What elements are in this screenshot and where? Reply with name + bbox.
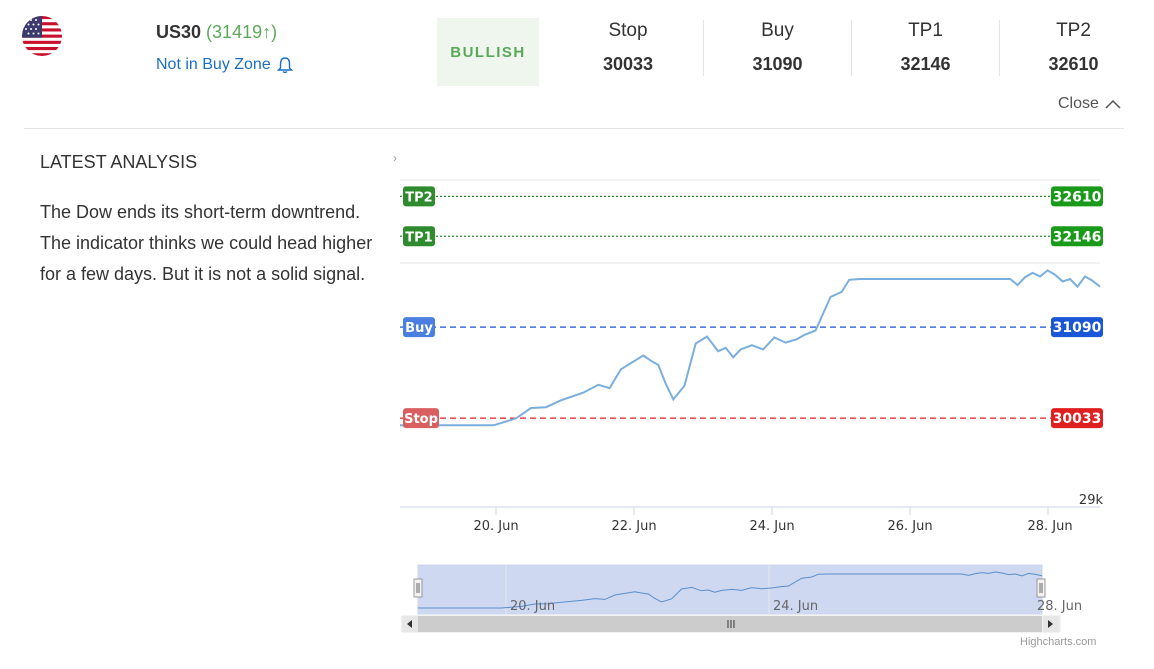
highcharts-credit[interactable]: Highcharts.com [1020, 636, 1097, 648]
y-tick-label: 29k [1079, 493, 1104, 508]
price-chart: 29k TP2 TP1 Buy Stop 32610 32146 [400, 179, 1104, 633]
navigator-left-handle[interactable] [413, 578, 423, 598]
level-tp2: TP2 32610 [999, 20, 1147, 76]
tp2-value-text: 32610 [1053, 189, 1102, 205]
us-flag-icon [22, 16, 62, 56]
level-stop: Stop 30033 [554, 20, 702, 76]
level-label: Stop [608, 20, 648, 41]
ticker: US30 (31419↑) [156, 22, 277, 43]
buy-zone-alert[interactable]: Not in Buy Zone [156, 56, 293, 74]
divider [24, 128, 1124, 129]
price-series-line [400, 269, 1101, 427]
navigator-x-label: 20. Jun [510, 599, 555, 614]
stop-value-text: 30033 [1053, 411, 1102, 427]
navigator-x-label: 28. Jun [1037, 599, 1082, 614]
scrollbar-grip-icon [727, 620, 735, 628]
level-label: TP1 [908, 20, 943, 41]
tp1-badge-text: TP1 [405, 230, 432, 245]
navigator-series-line [418, 571, 1043, 609]
chevron-up-icon [1105, 99, 1121, 109]
tp2-label-badge: TP2 [403, 186, 435, 207]
level-value: 30033 [602, 54, 654, 74]
level-label: Buy [761, 20, 794, 41]
scrollbar[interactable] [401, 615, 1061, 633]
x-tick-label: 24. Jun [749, 519, 794, 534]
buy-value-badge: 31090 [1051, 317, 1103, 338]
level-lines [400, 195, 1100, 419]
level-buy: Buy 31090 [703, 20, 851, 76]
x-tick-label: 20. Jun [473, 519, 518, 534]
tp1-label-badge: TP1 [403, 226, 435, 247]
navigator-right-handle[interactable] [1036, 578, 1046, 598]
buy-label-badge: Buy [403, 317, 435, 338]
x-tick-label: 26. Jun [887, 519, 932, 534]
level-tp1: TP1 32146 [851, 20, 999, 76]
navigator-x-label: 24. Jun [773, 599, 818, 614]
x-axis: 20. Jun 22. Jun 24. Jun 26. Jun 28. Jun [473, 507, 1073, 534]
level-value: 31090 [752, 54, 803, 74]
symbol: US30 [156, 22, 202, 42]
analysis-title: LATEST ANALYSIS [40, 152, 198, 172]
tp1-value-text: 32146 [1053, 229, 1102, 245]
tp1-value-badge: 32146 [1051, 226, 1103, 247]
analysis-text: The Dow ends its short-term downtrend. T… [40, 202, 373, 284]
buy-value-text: 31090 [1053, 320, 1102, 336]
tp2-value-badge: 32610 [1051, 186, 1103, 207]
close-label: Close [1058, 95, 1099, 112]
x-tick-label: 22. Jun [611, 519, 656, 534]
level-label: TP2 [1056, 20, 1091, 41]
scroll-right-button[interactable] [1043, 616, 1059, 632]
x-tick-label: 28. Jun [1027, 519, 1072, 534]
level-badges: TP2 TP1 Buy Stop 32610 32146 31090 3003 [403, 186, 1103, 429]
close-button[interactable]: Close [1058, 95, 1121, 113]
price: (31419↑) [206, 22, 278, 42]
stop-badge-text: Stop [404, 412, 438, 427]
scrollbar-thumb[interactable] [418, 616, 1042, 632]
level-value: 32610 [1048, 54, 1099, 74]
bell-icon[interactable] [276, 56, 293, 74]
level-value: 32146 [900, 54, 951, 74]
scroll-left-button[interactable] [402, 616, 418, 632]
zone-status: Not in Buy Zone [156, 56, 271, 73]
buy-badge-text: Buy [405, 321, 433, 336]
sentiment-badge: BULLISH [437, 18, 539, 86]
tp2-badge-text: TP2 [405, 190, 432, 205]
stop-label-badge: Stop [403, 408, 439, 429]
stop-value-badge: 30033 [1051, 408, 1103, 429]
navigator[interactable]: 20. Jun 24. Jun 28. Jun [413, 564, 1082, 615]
chevron-right-icon[interactable]: › [393, 151, 397, 165]
